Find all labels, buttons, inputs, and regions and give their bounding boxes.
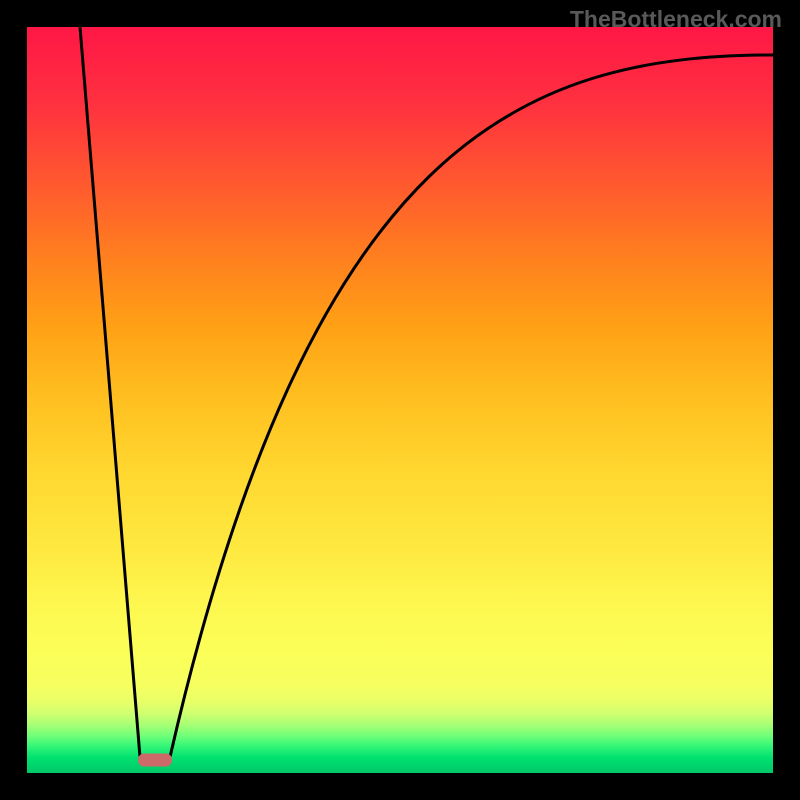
watermark-text: TheBottleneck.com	[570, 6, 782, 33]
gradient-chart	[0, 0, 800, 800]
minimum-marker	[138, 754, 172, 767]
chart-container: TheBottleneck.com	[0, 0, 800, 800]
plot-background	[27, 27, 773, 773]
